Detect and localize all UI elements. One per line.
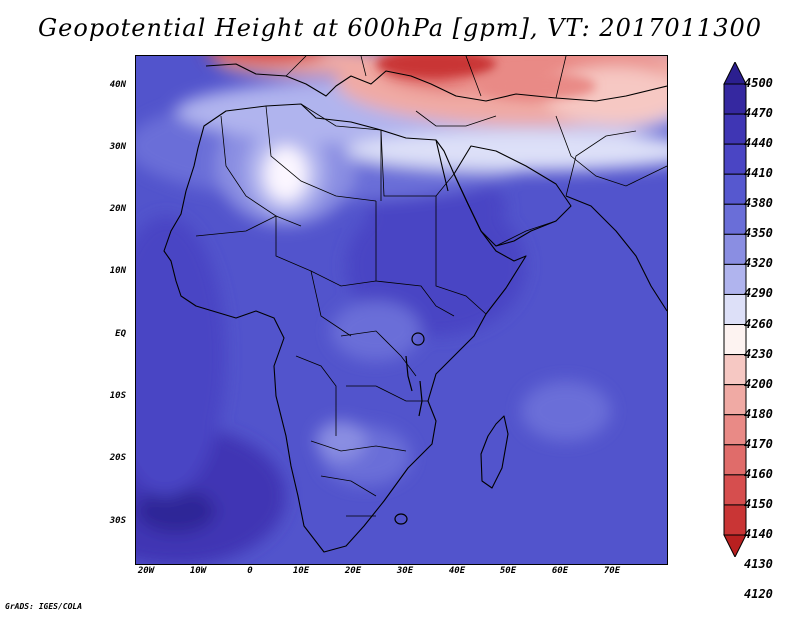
colorbar-band xyxy=(723,203,747,235)
colorbar-band xyxy=(723,113,747,145)
chart-title: Geopotential Height at 600hPa [gpm], VT:… xyxy=(38,14,762,42)
lat-label-10s: 10S xyxy=(109,391,126,401)
colorbar xyxy=(723,62,747,557)
colorbar-label: 4260 xyxy=(744,316,773,331)
lon-label-10e: 10E xyxy=(292,566,310,576)
colorbar-label: 4120 xyxy=(744,587,773,602)
colorbar-band xyxy=(723,474,747,506)
map-panel xyxy=(135,55,668,565)
colorbar-band xyxy=(723,143,747,175)
colorbar-label: 4380 xyxy=(744,196,773,211)
colorbar-label: 4410 xyxy=(744,166,773,181)
lon-label-70e: 70E xyxy=(603,566,621,576)
colorbar-label: 4470 xyxy=(744,106,773,121)
lon-label-0: 0 xyxy=(247,566,253,576)
colorbar-band xyxy=(723,354,747,386)
lon-label-40e: 40E xyxy=(448,566,466,576)
colorbar-label: 4160 xyxy=(744,466,773,481)
colorbar-label: 4130 xyxy=(744,557,773,572)
lat-label-20n: 20N xyxy=(109,204,126,214)
lat-label-40n: 40N xyxy=(109,80,126,90)
lon-label-50e: 50E xyxy=(499,566,517,576)
map-svg xyxy=(136,56,667,564)
colorbar-band xyxy=(723,444,747,476)
lat-label-10n: 10N xyxy=(109,266,126,276)
colorbar-label: 4170 xyxy=(744,436,773,451)
lon-label-30e: 30E xyxy=(396,566,414,576)
colorbar-band xyxy=(723,83,747,115)
colorbar-band xyxy=(723,384,747,416)
lon-label-20w: 20W xyxy=(137,566,155,576)
lat-label-20s: 20S xyxy=(109,453,126,463)
colorbar-top-triangle xyxy=(723,62,747,85)
colorbar-band xyxy=(723,414,747,446)
lat-label-30s: 30S xyxy=(109,516,126,526)
colorbar-label: 4150 xyxy=(744,496,773,511)
colorbar-label: 4500 xyxy=(744,76,773,90)
lakes xyxy=(394,332,425,525)
colorbar-label: 4200 xyxy=(744,376,773,391)
colorbar-label: 4140 xyxy=(744,527,773,541)
colorbar-band xyxy=(723,293,747,326)
lon-label-60e: 60E xyxy=(551,566,569,576)
lat-label-eq: EQ xyxy=(115,329,126,339)
colorbar-label: 4180 xyxy=(744,406,773,421)
colorbar-band xyxy=(723,263,747,295)
country-borders xyxy=(195,56,667,517)
colorbar-label: 4290 xyxy=(744,286,773,301)
colorbar-band xyxy=(723,324,747,356)
colorbar-label: 4230 xyxy=(744,346,773,361)
credit-text: GrADS: IGES/COLA xyxy=(5,602,83,611)
colorbar-band xyxy=(723,504,747,536)
lon-label-10w: 10W xyxy=(189,566,207,576)
colorbar-label: 4320 xyxy=(744,256,773,271)
colorbar-band xyxy=(723,173,747,205)
colorbar-bottom-triangle xyxy=(723,534,747,557)
colorbar-label: 4440 xyxy=(744,136,773,151)
colorbar-label: 4350 xyxy=(744,226,773,241)
lat-label-30n: 30N xyxy=(109,142,126,152)
field-shading xyxy=(136,56,667,564)
lon-label-20e: 20E xyxy=(344,566,362,576)
colorbar-band xyxy=(723,233,747,265)
